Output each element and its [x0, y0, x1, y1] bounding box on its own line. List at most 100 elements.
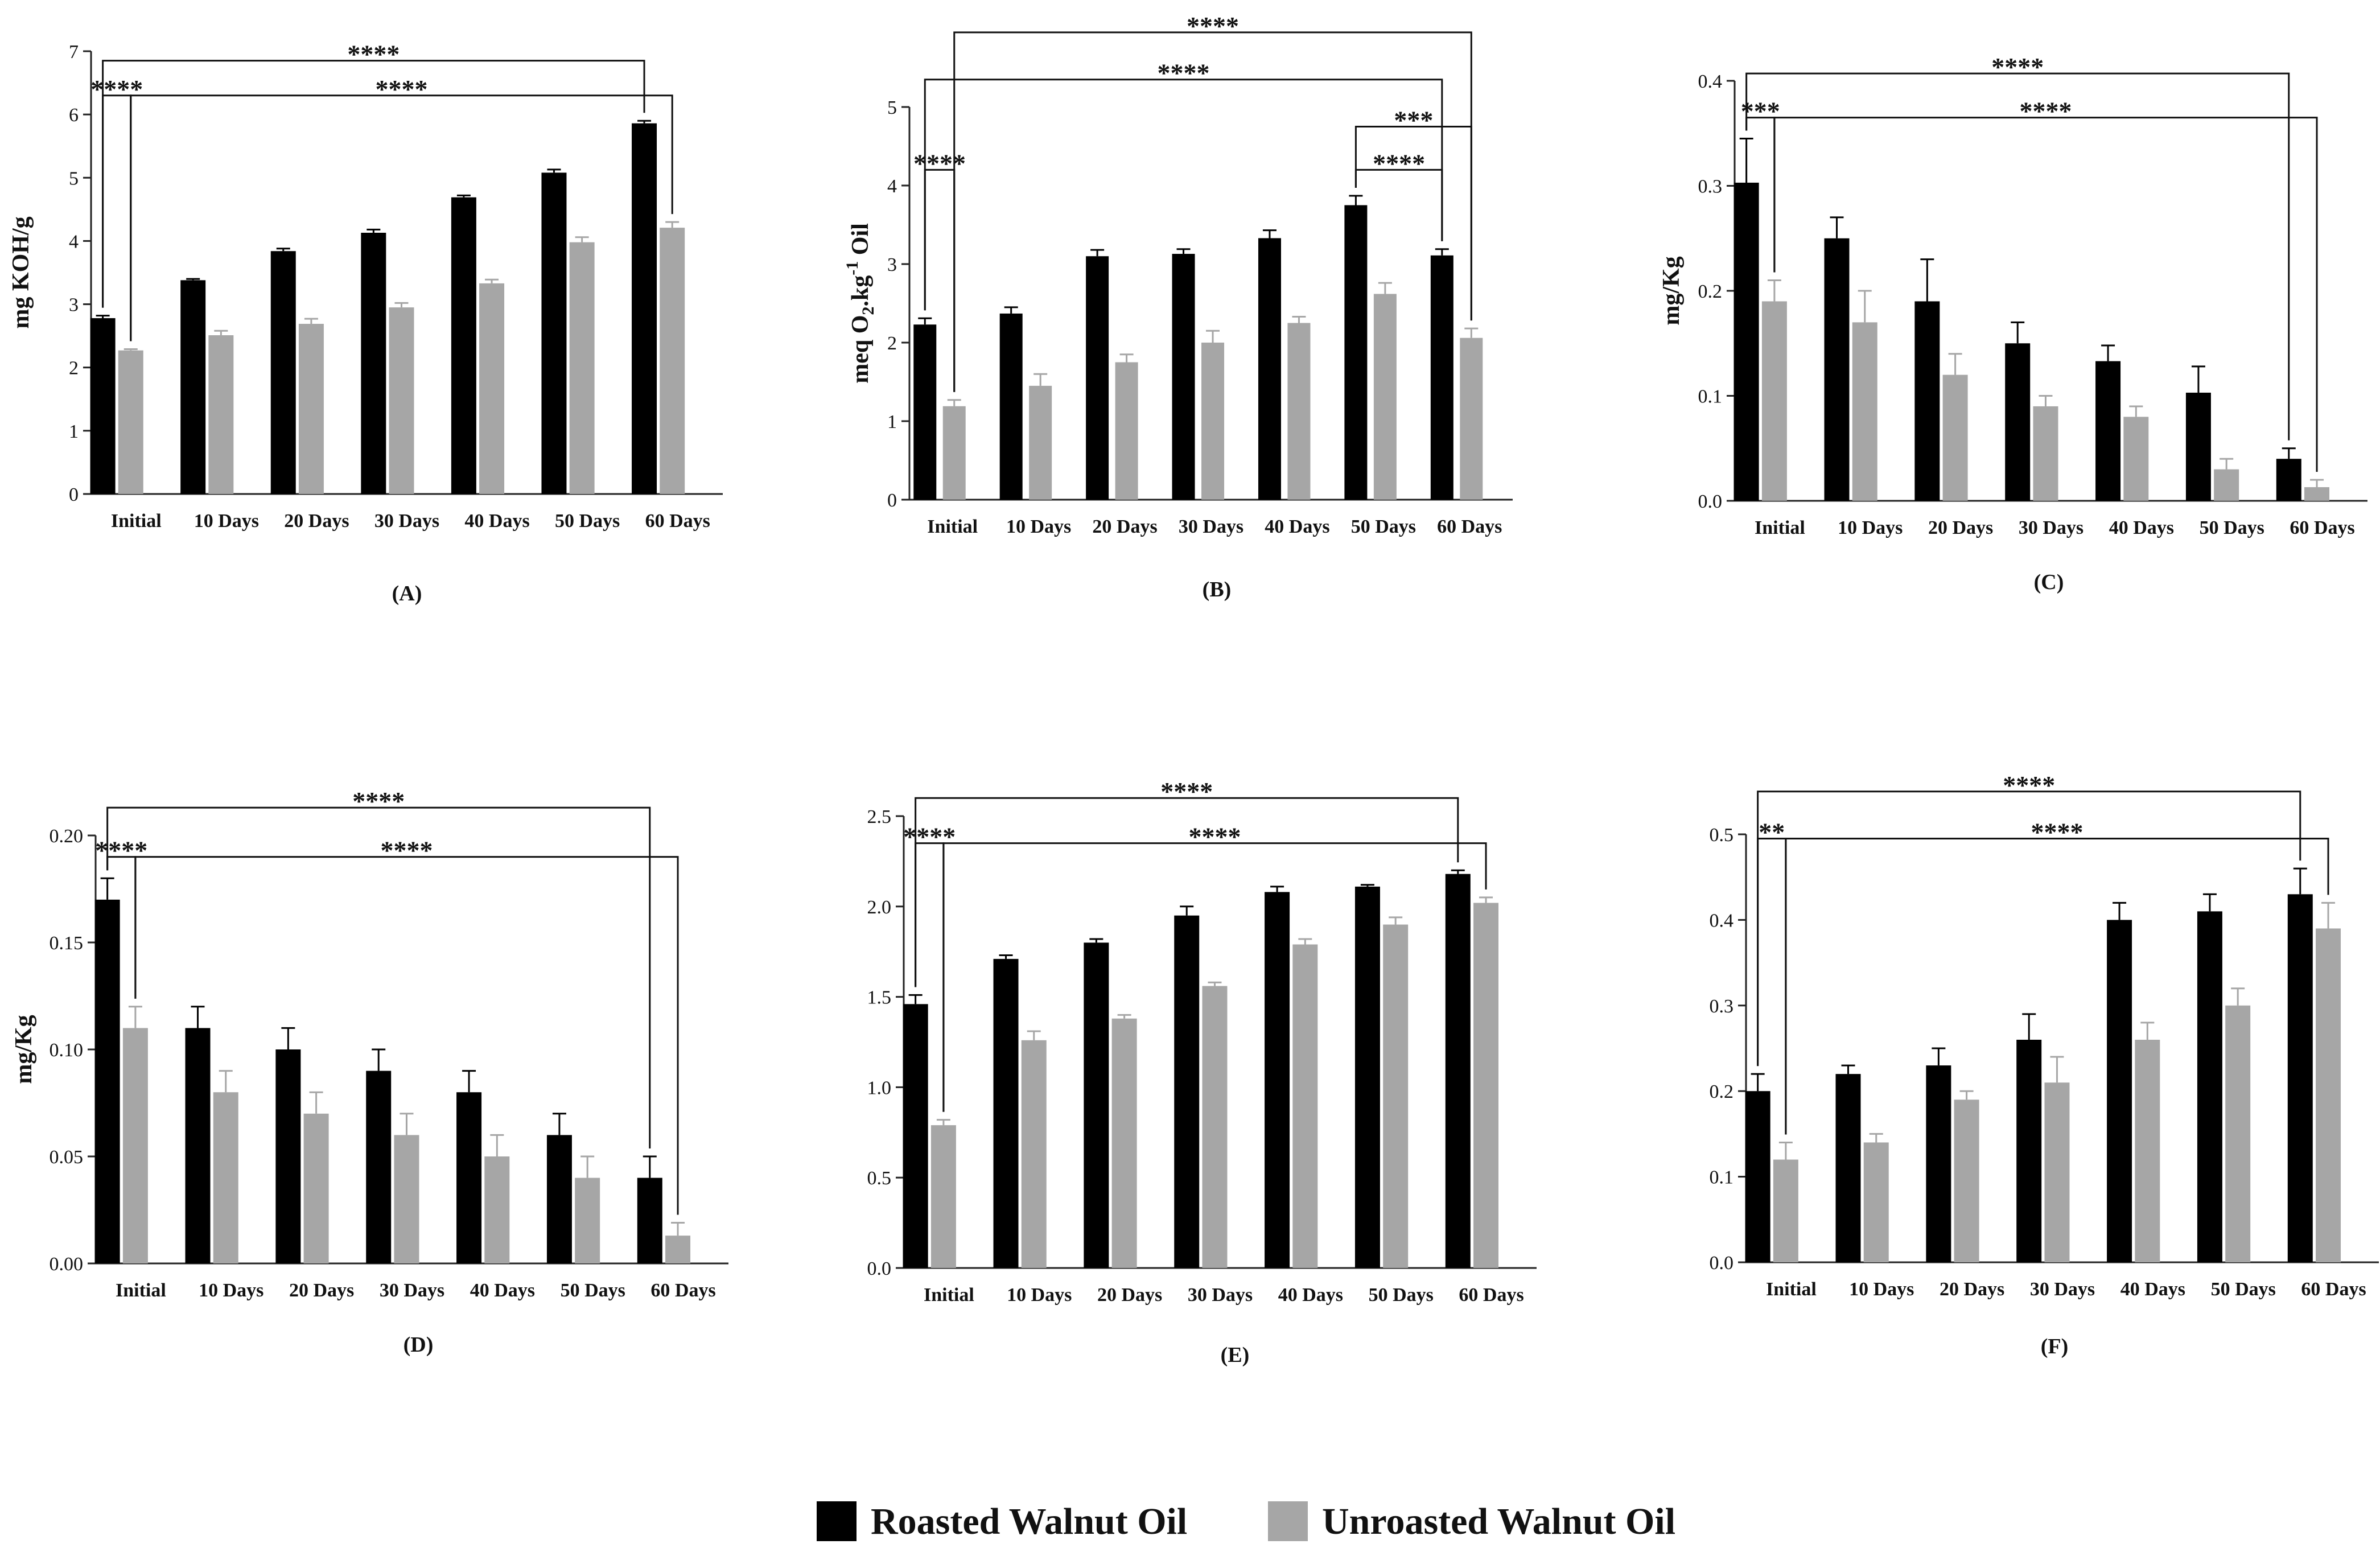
significance-stars: ****: [2031, 818, 2083, 847]
x-tick-label: 40 Days: [1278, 1284, 1343, 1306]
x-tick-label: Initial: [116, 1280, 166, 1301]
bar-roasted: [2005, 343, 2031, 501]
bar-roasted: [1086, 256, 1109, 500]
significance-stars: ****: [2019, 97, 2072, 126]
x-tick-label: 60 Days: [1437, 516, 1502, 537]
bar-unroasted: [1115, 362, 1138, 500]
significance-stars: ****: [1160, 777, 1213, 806]
bar-roasted: [1914, 301, 1940, 501]
chart-4: 0.00 0.05 0.10 0.15 0.20 Initial 10 Days 20 Day…: [11, 787, 728, 1357]
bar-unroasted: [298, 324, 324, 494]
bar-roasted: [2197, 911, 2222, 1262]
bar-unroasted: [575, 1177, 600, 1263]
significance-bracket: [915, 797, 1459, 987]
y-tick-label: 4: [69, 231, 79, 252]
x-tick-label: 50 Days: [555, 510, 620, 532]
x-tick-label: 50 Days: [2211, 1279, 2276, 1300]
x-tick-label: 20 Days: [284, 510, 349, 532]
significance-bracket: [1773, 117, 2318, 472]
legend: Roasted Walnut Oil Unroasted Walnut Oil: [817, 1501, 1675, 1542]
significance-bracket: [1745, 72, 2290, 440]
bar-roasted: [270, 251, 296, 494]
bar-unroasted: [2304, 487, 2330, 501]
y-tick-label: 1.0: [867, 1077, 892, 1098]
significance-bracket: [1785, 838, 2329, 1135]
significance-stars: ****: [1158, 59, 1210, 88]
bar-unroasted: [2316, 928, 2341, 1262]
bar-roasted: [1174, 915, 1200, 1268]
bar-unroasted: [1942, 374, 1968, 501]
y-tick-label: 0.0: [1698, 491, 1723, 512]
x-tick-label: 50 Days: [561, 1280, 625, 1301]
bar-unroasted: [118, 350, 143, 494]
bar-roasted: [90, 318, 116, 494]
y-tick-label: 4: [887, 176, 897, 197]
x-tick-label: 10 Days: [1838, 517, 1903, 538]
y-axis-label: mg KOH/g: [8, 216, 34, 328]
x-tick-label: 60 Days: [1459, 1284, 1523, 1306]
significance-stars: ****: [1991, 52, 2044, 81]
y-tick-label: 6: [69, 105, 79, 126]
bar-roasted: [1084, 942, 1109, 1268]
significance-stars: ****: [1187, 11, 1239, 40]
bar-roasted: [1354, 886, 1380, 1268]
significance-bracket: [924, 79, 1443, 311]
x-tick-label: 30 Days: [2019, 517, 2083, 538]
bar-roasted: [1733, 182, 1759, 501]
y-tick-label: 0.0: [867, 1258, 892, 1279]
significance-stars: ****: [903, 822, 956, 851]
bar-unroasted: [389, 307, 414, 494]
chart-3: 0.0 0.1 0.2 0.3 0.4 Initial 10 Days 20 Days 30 D…: [1658, 52, 2367, 594]
y-tick-label: 0.3: [1698, 176, 1723, 197]
bar-unroasted: [484, 1156, 510, 1263]
y-tick-label: 7: [69, 42, 79, 63]
x-tick-label: 60 Days: [650, 1280, 715, 1301]
bar-roasted: [366, 1070, 392, 1263]
bar-unroasted: [1029, 385, 1052, 500]
chart-5: 0.0 0.5 1.0 1.5 2.0 2.5 Initial 10 Days 20 Days 3…: [867, 777, 1537, 1367]
bar-roasted: [2276, 459, 2301, 501]
bar-unroasted: [2033, 406, 2058, 501]
y-tick-label: 5: [69, 168, 79, 189]
x-tick-label: Initial: [927, 516, 978, 537]
y-tick-label: 3: [69, 295, 79, 316]
bar-roasted: [999, 313, 1023, 500]
x-tick-label: 10 Days: [1007, 1284, 1072, 1306]
bar-roasted: [2107, 920, 2132, 1262]
y-tick-label: 0: [69, 484, 79, 505]
bar-roasted: [451, 197, 476, 494]
x-tick-label: 30 Days: [1188, 1284, 1253, 1306]
significance-stars: ***: [1394, 106, 1433, 135]
significance-stars: **: [1759, 818, 1785, 847]
chart-1: 0 1 2 3 4 5 6 7 Initial 10 Days 20 Days 30 Days 40 D…: [8, 40, 723, 606]
bar-unroasted: [660, 228, 685, 494]
significance-stars: ****: [2003, 771, 2055, 800]
panel-label: (C): [2034, 570, 2064, 594]
y-tick-label: 0.4: [1698, 71, 1723, 92]
legend-unroasted-swatch: [1268, 1501, 1308, 1541]
x-tick-label: 20 Days: [1092, 516, 1157, 537]
significance-stars: ***: [1741, 97, 1780, 126]
bar-unroasted: [1761, 301, 1787, 501]
significance-bracket: [106, 806, 651, 1148]
y-tick-label: 0.10: [50, 1040, 84, 1061]
panel-label: (B): [1203, 578, 1232, 602]
x-tick-label: 10 Days: [194, 510, 259, 532]
x-tick-label: 40 Days: [2120, 1279, 2185, 1300]
y-axis-label: meq O2.kg-1 Oil: [843, 223, 878, 384]
x-tick-label: 30 Days: [374, 510, 439, 532]
significance-stars: ****: [347, 40, 400, 69]
bar-roasted: [1835, 1074, 1861, 1262]
x-tick-label: 40 Days: [464, 510, 529, 532]
y-tick-label: 2: [887, 333, 897, 354]
bar-unroasted: [930, 1125, 956, 1268]
bar-roasted: [180, 280, 206, 494]
bar-unroasted: [208, 335, 234, 494]
bar-roasted: [185, 1028, 211, 1263]
y-tick-label: 0.00: [50, 1254, 84, 1275]
x-tick-label: 40 Days: [470, 1280, 535, 1301]
y-tick-label: 0.3: [1710, 996, 1734, 1017]
bar-unroasted: [1383, 924, 1409, 1268]
bar-unroasted: [1201, 343, 1225, 500]
bar-unroasted: [122, 1028, 148, 1263]
